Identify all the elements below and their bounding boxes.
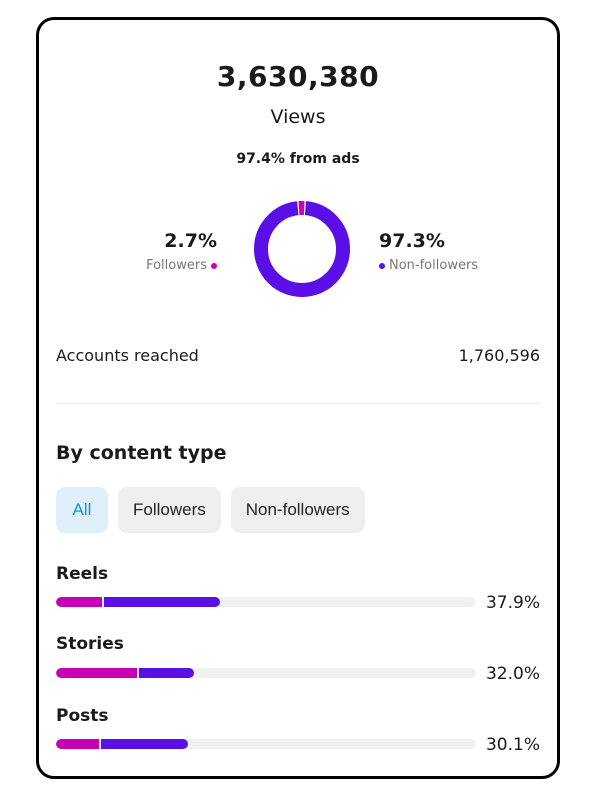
followers-legend-dot [211, 262, 217, 269]
filter-chip-non-followers[interactable]: Non-followers [230, 487, 365, 533]
reels-bar [56, 597, 476, 607]
non-followers-split: 97.3% Non-followers [379, 230, 478, 273]
reels-followers-segment [56, 597, 102, 607]
audience-donut-chart [254, 201, 350, 297]
followers-split: 2.7% Followers [146, 230, 217, 273]
reels-non-followers-segment [104, 597, 220, 607]
section-divider [56, 403, 540, 404]
filter-chip-followers[interactable]: Followers [118, 487, 221, 533]
stories-followers-segment [56, 668, 137, 678]
followers-legend-label: Followers [146, 258, 207, 273]
views-count: 3,630,380 [216, 60, 380, 93]
stories-bar [56, 668, 476, 678]
followers-legend: Followers [146, 258, 217, 273]
posts-followers-segment [56, 739, 99, 749]
insights-card: 3,630,380 Views 97.4% from ads 2.7% Foll… [36, 17, 560, 779]
stories-label: Stories [56, 634, 124, 654]
content-filter-chips: All Followers Non-followers [56, 487, 365, 533]
non-followers-legend: Non-followers [379, 258, 478, 273]
non-followers-percent: 97.3% [379, 230, 445, 252]
stories-non-followers-segment [139, 668, 194, 678]
posts-bar [56, 739, 476, 749]
followers-percent: 2.7% [164, 230, 217, 252]
non-followers-legend-dot [379, 262, 385, 269]
posts-non-followers-segment [101, 739, 188, 749]
views-label: Views [270, 106, 326, 128]
accounts-reached-label: Accounts reached [56, 346, 199, 365]
posts-percent: 30.1% [485, 735, 540, 755]
posts-label: Posts [56, 706, 109, 726]
content-type-title: By content type [56, 442, 227, 464]
non-followers-legend-label: Non-followers [389, 258, 479, 273]
reels-label: Reels [56, 564, 109, 584]
reels-percent: 37.9% [485, 593, 540, 613]
filter-chip-all[interactable]: All [56, 487, 108, 533]
accounts-reached-value: 1,760,596 [458, 346, 540, 365]
ads-share-note: 97.4% from ads [236, 151, 360, 167]
donut-segment-non-followers [254, 201, 350, 297]
donut-segment-followers [254, 201, 350, 297]
stories-percent: 32.0% [485, 664, 540, 684]
